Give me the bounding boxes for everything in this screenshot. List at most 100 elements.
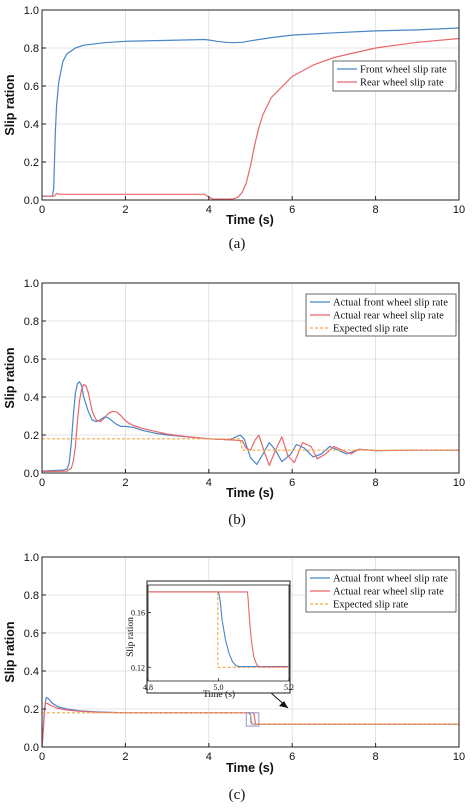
series-group <box>41 696 459 748</box>
series-line-rear <box>41 702 459 748</box>
y-tick-label: 0.2 <box>24 430 39 442</box>
legend-label-front: Front wheel slip rate <box>360 65 447 76</box>
x-tick-labels: 0 2 4 6 8 10 <box>39 751 465 763</box>
x-axis-label: Time (s) <box>226 213 274 227</box>
legend-label-rear: Actual rear wheel slip rate <box>333 311 444 322</box>
inset-series-group <box>148 591 289 668</box>
series-line-front <box>41 381 459 472</box>
inset-series-line-rear <box>148 591 289 668</box>
y-tick-labels: 0.0 0.2 0.4 0.6 0.8 1.0 <box>24 5 39 207</box>
x-tick-label: 2 <box>122 477 128 489</box>
x-tick-label: 4 <box>206 751 212 763</box>
plot-frame <box>41 282 460 474</box>
y-tick-labels: 0.0 0.2 0.4 0.6 0.8 1.0 <box>24 278 39 480</box>
legend: Actual front wheel slip rate Actual rear… <box>305 293 457 337</box>
inset-x-tick-labels: 4.8 5.0 5.2 <box>143 683 294 692</box>
x-tick-label: 10 <box>453 477 465 489</box>
x-tick-label: 8 <box>373 477 379 489</box>
series-line-expected <box>42 438 459 451</box>
legend-label-rear: Actual rear wheel slip rate <box>333 587 444 598</box>
grid <box>42 10 459 200</box>
legend-label-front: Actual front wheel slip rate <box>333 574 448 585</box>
grid <box>42 283 459 473</box>
series-line-front <box>42 27 460 197</box>
chart-panel-a: 0 2 4 6 8 10 0.0 0.2 0.4 0.6 0.8 1.0 Tim… <box>3 5 465 252</box>
y-tick-label: 1.0 <box>24 278 39 290</box>
y-tick-labels: 0.0 0.2 0.4 0.6 0.8 1.0 <box>24 552 39 754</box>
x-tick-label: 0 <box>39 751 45 763</box>
x-tick-label: 4 <box>206 204 212 216</box>
plot-frame <box>41 556 460 748</box>
legend: Actual front wheel slip rate Actual rear… <box>305 569 457 613</box>
legend-label-front: Actual front wheel slip rate <box>333 298 448 309</box>
tick-marks <box>41 556 460 748</box>
y-tick-label: 0.8 <box>24 590 39 602</box>
y-tick-label: 1.0 <box>24 5 39 17</box>
y-tick-label: 0.6 <box>24 628 39 640</box>
chart-panel-b: 0 2 4 6 8 10 0.0 0.2 0.4 0.6 0.8 1.0 Tim… <box>3 278 465 528</box>
y-tick-label: 0.2 <box>24 157 39 169</box>
x-tick-labels: 0 2 4 6 8 10 <box>39 204 465 216</box>
y-tick-label: 0.4 <box>24 119 39 131</box>
tick-marks <box>41 9 460 201</box>
x-tick-label: 0 <box>39 204 45 216</box>
plot-frame <box>41 9 460 201</box>
y-axis-label: Slip ration <box>3 347 17 408</box>
x-axis-label: Time (s) <box>226 486 274 500</box>
legend-label-expected: Expected slip rate <box>333 324 409 335</box>
zoom-region-box <box>245 712 260 727</box>
legend-box <box>332 60 457 92</box>
panel-caption: (c) <box>229 787 246 803</box>
x-tick-label: 8 <box>373 204 379 216</box>
y-tick-label: 0.0 <box>24 742 39 754</box>
tick-marks <box>41 282 460 474</box>
inset-tick-marks <box>147 612 290 681</box>
y-tick-label: 0.8 <box>24 43 39 55</box>
inset-y-axis-label: Slip ration <box>126 617 136 657</box>
x-tick-labels: 0 2 4 6 8 10 <box>39 477 465 489</box>
x-tick-label: 10 <box>453 751 465 763</box>
legend-box <box>305 569 457 613</box>
series-group <box>41 381 459 473</box>
y-tick-label: 0.8 <box>24 316 39 328</box>
y-tick-label: 0.4 <box>24 392 39 404</box>
series-line-rear <box>42 37 460 200</box>
chart-panel-c: 0 2 4 6 8 10 0.0 0.2 0.4 0.6 0.8 1.0 Tim… <box>3 552 465 803</box>
panel-caption: (b) <box>228 512 246 528</box>
x-tick-label: 4 <box>206 477 212 489</box>
inset-chart: 4.8 5.0 5.2 0.12 0.16 Time (s) Slip rati… <box>126 580 294 700</box>
legend-label-expected: Expected slip rate <box>333 600 409 611</box>
y-tick-label: 0.6 <box>24 354 39 366</box>
series-line-rear <box>41 384 459 473</box>
y-tick-label: 0.0 <box>24 195 39 207</box>
series-group <box>42 27 460 200</box>
inset-x-tick-label: 4.8 <box>143 683 153 692</box>
inset-y-tick-labels: 0.12 0.16 <box>131 608 145 672</box>
legend: Front wheel slip rate Rear wheel slip ra… <box>332 60 457 92</box>
y-tick-label: 0.2 <box>24 704 39 716</box>
inset-border <box>146 580 291 694</box>
inset-series-line-expected <box>148 591 289 668</box>
x-tick-label: 6 <box>289 751 295 763</box>
y-tick-label: 1.0 <box>24 552 39 564</box>
inset-x-tick-label: 5.0 <box>214 683 224 692</box>
legend-box <box>305 293 457 337</box>
x-tick-label: 6 <box>289 477 295 489</box>
inset-x-tick-label: 5.2 <box>284 683 294 692</box>
x-tick-label: 6 <box>289 204 295 216</box>
y-axis-label: Slip ration <box>3 74 17 135</box>
inset-y-tick-label: 0.12 <box>131 663 145 672</box>
x-tick-label: 2 <box>122 751 128 763</box>
inset-series-line-front <box>148 591 289 668</box>
x-tick-label: 2 <box>122 204 128 216</box>
legend-label-rear: Rear wheel slip rate <box>360 78 444 89</box>
inset-y-tick-label: 0.16 <box>131 608 145 617</box>
y-tick-label: 0.4 <box>24 666 39 678</box>
y-axis-label: Slip ration <box>3 621 17 682</box>
x-axis-label: Time (s) <box>226 761 274 775</box>
y-tick-label: 0.6 <box>24 81 39 93</box>
panel-caption: (a) <box>229 236 246 252</box>
x-tick-label: 8 <box>373 751 379 763</box>
inset-x-axis-label: Time (s) <box>203 689 235 700</box>
